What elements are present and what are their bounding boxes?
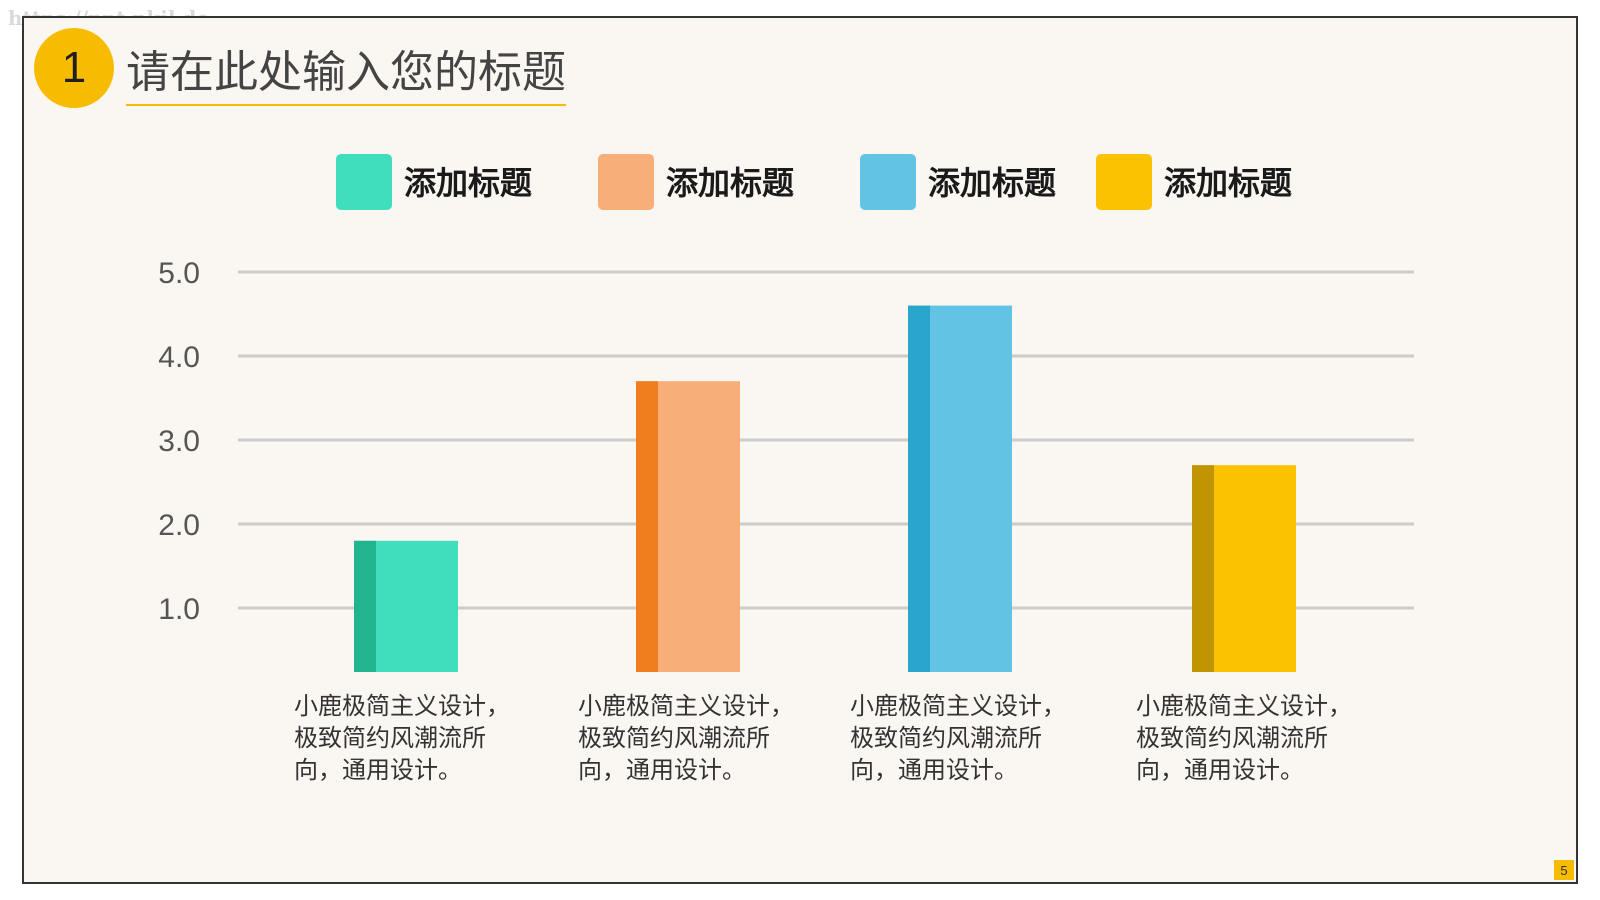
legend-swatch [860,154,916,210]
bar-chart: 1.0 2.0 3.0 4.0 5.0 添加标题 添加标题 添加标题 添加标题 [158,154,1414,672]
legend-swatch [336,154,392,210]
bar-description-line: 向，通用设计。 [578,756,746,784]
y-tick-label: 4.0 [158,341,200,374]
y-tick-label: 3.0 [158,425,200,458]
legend-label: 添加标题 [1164,164,1292,202]
bar-description-line: 极致简约风潮流所 [294,724,486,752]
bar-description: 小鹿极简主义设计， 极致简约风潮流所 向，通用设计。 [1136,690,1376,786]
bar-description-line: 极致简约风潮流所 [1136,724,1328,752]
y-tick-label: 5.0 [158,257,200,290]
bar-description-line: 向，通用设计。 [294,756,462,784]
bar-side [1192,465,1214,672]
page-number: 5 [1554,860,1574,880]
y-tick-label: 1.0 [158,593,200,626]
page-title: 请在此处输入您的标题 [126,36,566,106]
legend-label: 添加标题 [928,164,1056,202]
bar-description-line: 小鹿极简主义设计， [1136,692,1352,720]
bar-description-line: 向，通用设计。 [850,756,1018,784]
bar-side [908,305,930,672]
bar-description: 小鹿极简主义设计， 极致简约风潮流所 向，通用设计。 [294,690,534,786]
legend-label: 添加标题 [666,164,794,202]
bar-description-line: 极致简约风潮流所 [850,724,1042,752]
section-number: 1 [61,43,87,92]
bar-description-line: 向，通用设计。 [1136,756,1304,784]
bar-description-line: 小鹿极简主义设计， [294,692,510,720]
bar-description: 小鹿极简主义设计， 极致简约风潮流所 向，通用设计。 [578,690,818,786]
bar-description-line: 极致简约风潮流所 [578,724,770,752]
bar-side [636,381,658,672]
bar-description-line: 小鹿极简主义设计， [850,692,1066,720]
bar-side [354,540,376,672]
section-number-badge: 1 [34,28,114,108]
slide: 1 请在此处输入您的标题 1.0 2.0 3.0 4.0 5.0 添加标题 添加标题 添加标题… [22,16,1578,884]
legend-label: 添加标题 [404,164,532,202]
legend-swatch [1096,154,1152,210]
y-tick-label: 2.0 [158,509,200,542]
legend-swatch [598,154,654,210]
bar-description-line: 小鹿极简主义设计， [578,692,794,720]
bar-description: 小鹿极简主义设计， 极致简约风潮流所 向，通用设计。 [850,690,1090,786]
